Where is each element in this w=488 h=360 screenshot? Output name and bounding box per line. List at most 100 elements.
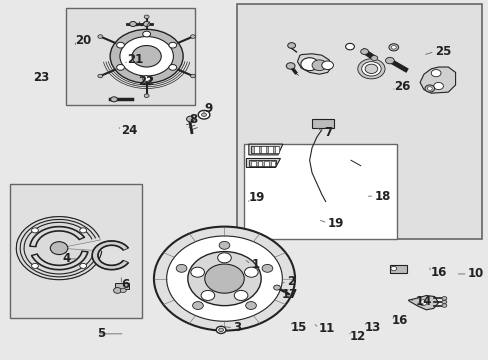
Circle shape: [361, 62, 380, 76]
Bar: [270, 161, 275, 166]
Text: 23: 23: [33, 71, 49, 84]
Text: 1: 1: [251, 258, 259, 271]
Circle shape: [142, 31, 150, 37]
Circle shape: [234, 291, 247, 301]
Text: 5: 5: [97, 327, 105, 340]
Text: 10: 10: [467, 267, 483, 280]
Text: 13: 13: [364, 320, 380, 333]
Text: 19: 19: [327, 216, 343, 230]
Text: 21: 21: [127, 53, 143, 66]
Circle shape: [430, 69, 440, 77]
Text: 8: 8: [189, 113, 197, 126]
Text: 25: 25: [434, 45, 450, 58]
Bar: [236, 4, 481, 239]
Circle shape: [98, 74, 102, 78]
Text: 6: 6: [121, 278, 129, 291]
Text: 19: 19: [248, 192, 264, 204]
Circle shape: [390, 45, 395, 49]
Circle shape: [190, 74, 195, 78]
Circle shape: [98, 35, 102, 39]
Circle shape: [300, 58, 318, 71]
Bar: [257, 161, 262, 166]
Bar: [261, 146, 265, 153]
Bar: [251, 145, 278, 153]
Circle shape: [219, 242, 229, 249]
Polygon shape: [248, 144, 282, 155]
Circle shape: [370, 55, 377, 60]
Circle shape: [117, 42, 124, 48]
Text: 7: 7: [324, 126, 332, 139]
Polygon shape: [92, 241, 128, 270]
Text: 18: 18: [374, 190, 390, 203]
Circle shape: [262, 264, 272, 272]
Circle shape: [201, 113, 206, 117]
Text: 9: 9: [203, 102, 212, 115]
Circle shape: [129, 22, 136, 27]
Bar: [248, 160, 275, 166]
Text: 15: 15: [290, 320, 306, 333]
Circle shape: [385, 57, 393, 64]
Circle shape: [168, 42, 176, 48]
Circle shape: [365, 64, 377, 73]
Circle shape: [418, 300, 426, 306]
Circle shape: [192, 302, 203, 310]
Circle shape: [273, 285, 280, 290]
Text: 22: 22: [138, 75, 154, 88]
Bar: [10, 184, 142, 318]
Text: 11: 11: [318, 321, 334, 334]
Polygon shape: [16, 217, 102, 280]
Polygon shape: [407, 296, 438, 310]
Circle shape: [80, 228, 86, 233]
Circle shape: [216, 326, 225, 333]
Circle shape: [132, 45, 161, 67]
Circle shape: [427, 87, 431, 90]
Circle shape: [186, 116, 194, 122]
Circle shape: [204, 264, 244, 293]
Text: 2: 2: [286, 275, 294, 288]
Circle shape: [345, 43, 354, 50]
Circle shape: [154, 226, 294, 330]
Circle shape: [32, 228, 39, 233]
Circle shape: [360, 49, 368, 54]
Circle shape: [176, 264, 186, 272]
Text: 16: 16: [391, 314, 407, 328]
Circle shape: [390, 266, 396, 271]
Text: 20: 20: [75, 33, 91, 47]
Text: 26: 26: [393, 80, 409, 93]
Circle shape: [187, 252, 261, 306]
Text: 17: 17: [281, 288, 298, 301]
Circle shape: [120, 288, 126, 293]
Circle shape: [217, 253, 231, 263]
Polygon shape: [246, 158, 280, 167]
Circle shape: [110, 30, 183, 83]
Circle shape: [142, 76, 150, 81]
Circle shape: [201, 291, 214, 301]
Circle shape: [190, 267, 204, 277]
Bar: [274, 146, 279, 153]
Bar: [244, 144, 396, 239]
Bar: [389, 265, 406, 273]
Circle shape: [388, 44, 398, 51]
Text: 14: 14: [414, 296, 431, 309]
Circle shape: [321, 61, 333, 69]
Bar: [311, 119, 333, 128]
Polygon shape: [419, 67, 455, 93]
Text: 4: 4: [62, 252, 70, 265]
Circle shape: [424, 85, 434, 92]
Circle shape: [198, 111, 209, 119]
Circle shape: [441, 297, 446, 300]
Circle shape: [120, 37, 173, 76]
Bar: [268, 146, 273, 153]
Circle shape: [50, 242, 68, 255]
Bar: [253, 146, 258, 153]
Bar: [264, 161, 268, 166]
Bar: [66, 8, 195, 105]
Circle shape: [168, 64, 176, 70]
Circle shape: [244, 267, 258, 277]
Circle shape: [287, 42, 295, 48]
Circle shape: [357, 59, 384, 79]
Circle shape: [143, 22, 150, 27]
Circle shape: [311, 60, 326, 71]
Circle shape: [144, 94, 149, 98]
Bar: [251, 161, 255, 166]
